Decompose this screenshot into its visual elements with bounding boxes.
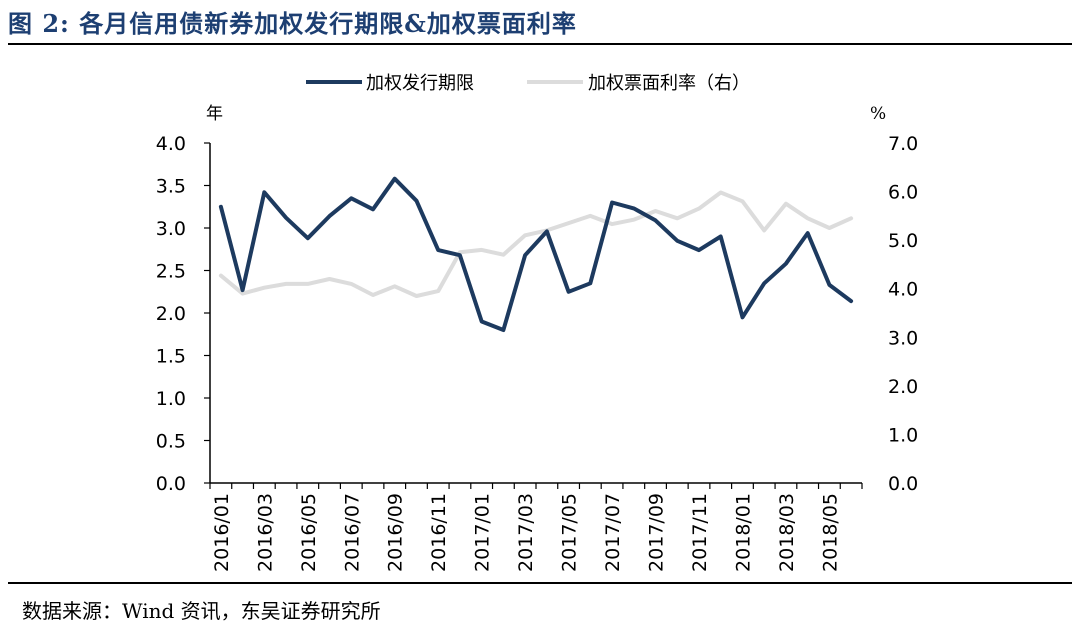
series-line-rate [218,190,854,298]
right-tick-label: 7.0 [888,133,918,155]
left-tick-label: 0.5 [156,431,186,453]
footer-rule [8,582,1072,584]
series-line-term [218,176,854,332]
right-tick-label: 2.0 [888,376,918,398]
x-tick-label: 2016/07 [341,493,363,572]
x-tick-label: 2016/03 [254,493,276,572]
right-tick-label: 6.0 [888,182,918,204]
right-tick-label: 1.0 [888,424,918,446]
figure-title: 图 2: 各月信用债新券加权发行期限&加权票面利率 [8,9,577,38]
x-tick-label: 2017/05 [559,493,581,572]
title-rule [8,43,1072,45]
left-tick-label: 1.0 [156,388,186,410]
right-tick-label: 0.0 [888,473,918,495]
x-tick-label: 2016/11 [428,493,450,572]
x-tick-label: 2017/01 [472,493,494,572]
source-note: 数据来源：Wind 资讯，东吴证券研究所 [22,599,381,623]
right-axis-unit: % [870,104,886,124]
x-tick-label: 2018/01 [732,493,754,572]
x-tick-label: 2016/01 [211,493,233,572]
x-tick-label: 2016/09 [385,493,407,572]
x-tick-label: 2016/05 [298,493,320,572]
x-tick-label: 2017/09 [646,493,668,572]
left-tick-label: 3.0 [156,218,186,240]
left-tick-label: 4.0 [156,133,186,155]
right-tick-label: 3.0 [888,327,918,349]
x-tick-label: 2017/03 [515,493,537,572]
legend-label-rate: 加权票面利率（右） [588,73,750,94]
left-tick-label: 2.0 [156,303,186,325]
x-tick-label: 2017/07 [602,493,624,572]
left-tick-label: 1.5 [156,346,186,368]
x-tick-label: 2017/11 [689,493,711,572]
left-axis-unit: 年 [206,104,223,124]
x-tick-label: 2018/05 [819,493,841,572]
chart: 0.0 0.5 1.0 1.5 2.0 2.5 3.0 3.5 4.0 0.0 1.0 2.0 3.0 4… [156,73,918,572]
right-tick-label: 4.0 [888,279,918,301]
left-tick-label: 0.0 [156,473,186,495]
left-tick-label: 2.5 [156,261,186,283]
legend-label-term: 加权发行期限 [366,73,474,94]
left-tick-label: 3.5 [156,176,186,198]
right-tick-label: 5.0 [888,230,918,252]
x-tick-label: 2018/03 [776,493,798,572]
